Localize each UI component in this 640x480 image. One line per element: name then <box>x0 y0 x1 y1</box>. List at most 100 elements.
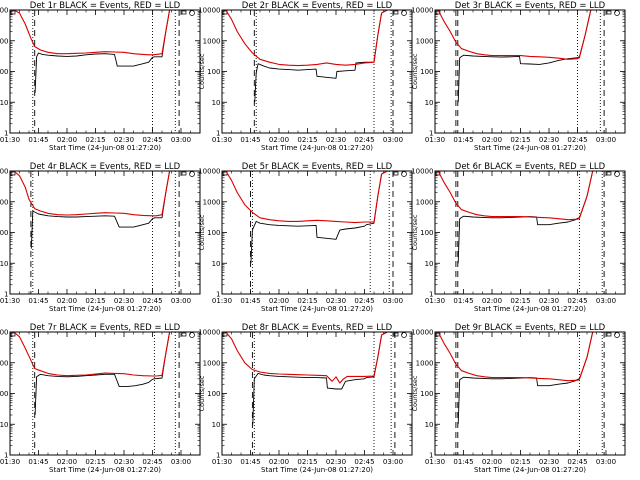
y-tick-label: 1000 <box>203 37 221 45</box>
x-tick-label: 02:45 <box>567 136 587 144</box>
chart-panel-5: Det 5r BLACK = Events, RED = LLD 1 10 100 10… <box>198 162 413 313</box>
y-tick-label: 1 <box>216 291 220 299</box>
x-tick-label: 01:45 <box>28 136 48 144</box>
x-tick-label: 02:30 <box>114 136 134 144</box>
x-axis-label: Start Time (24-Jun-08 01:27:20) <box>261 144 373 152</box>
x-tick-label: 02:00 <box>269 297 289 305</box>
corner-flag-icon <box>606 171 612 176</box>
events-series-line <box>254 10 388 103</box>
y-tick-label: 10000 <box>411 7 433 15</box>
y-tick-label: 100 <box>207 68 220 76</box>
corner-flag-icon <box>181 332 187 337</box>
y-tick-label: 10000 <box>0 168 9 176</box>
x-tick-label: 02:00 <box>269 458 289 466</box>
x-tick-label: 01:30 <box>0 458 20 466</box>
y-tick-label: 10000 <box>198 168 220 176</box>
x-axis-label: Start Time (24-Jun-08 01:27:20) <box>261 305 373 313</box>
y-tick-label: 100 <box>207 390 220 398</box>
x-tick-label: 02:00 <box>57 458 77 466</box>
x-tick-label: 02:15 <box>297 458 317 466</box>
x-tick-label: 02:15 <box>297 136 317 144</box>
x-tick-label: 03:00 <box>596 297 616 305</box>
lld-series-line <box>11 10 174 56</box>
chart-panel-8: Det 8r BLACK = Events, RED = LLD 1 10 100 10… <box>198 323 413 474</box>
y-tick-label: 100 <box>0 229 9 237</box>
x-tick-label: 02:15 <box>510 458 530 466</box>
panel-title: Det 9r BLACK = Events, RED = LLD <box>455 323 606 333</box>
y-tick-label: 1 <box>429 291 433 299</box>
y-axis-label: Counts/sec <box>198 214 206 250</box>
x-axis-label: Start Time (24-Jun-08 01:27:20) <box>49 305 161 313</box>
plot-frame <box>9 9 201 134</box>
y-tick-label: 1 <box>216 130 220 138</box>
corner-circle-icon <box>189 332 195 338</box>
x-tick-label: 02:30 <box>326 136 346 144</box>
x-tick-label: 02:45 <box>354 458 374 466</box>
x-tick-label: 01:45 <box>453 136 473 144</box>
y-tick-label: 1000 <box>203 359 221 367</box>
panel-title: Det 2r BLACK = Events, RED = LLD <box>242 1 393 11</box>
y-tick-label: 10 <box>425 421 434 429</box>
plot-frame <box>221 331 413 456</box>
corner-circle-icon <box>401 332 407 338</box>
y-tick-label: 1 <box>429 130 433 138</box>
x-tick-label: 03:00 <box>383 297 403 305</box>
lld-series-line <box>223 10 388 67</box>
x-tick-label: 02:30 <box>539 458 559 466</box>
x-tick-label: 02:30 <box>114 458 134 466</box>
x-tick-label: 01:30 <box>0 136 20 144</box>
corner-flag-icon <box>393 10 399 15</box>
corner-flag-icon <box>393 171 399 176</box>
y-tick-label: 100 <box>0 68 9 76</box>
x-tick-label: 03:00 <box>383 136 403 144</box>
x-axis-label: Start Time (24-Jun-08 01:27:20) <box>49 144 161 152</box>
y-tick-label: 100 <box>420 68 433 76</box>
x-tick-label: 03:00 <box>596 136 616 144</box>
y-axis-label: Counts/sec <box>411 214 419 250</box>
corner-circle-icon <box>401 10 407 16</box>
chart-panel-7: Det 7r BLACK = Events, RED = LLD 1 10 100 10… <box>0 323 201 474</box>
y-tick-label: 1 <box>4 452 8 460</box>
y-tick-label: 1000 <box>0 359 9 367</box>
x-tick-label: 01:30 <box>212 297 232 305</box>
x-axis-label: Start Time (24-Jun-08 01:27:20) <box>474 305 586 313</box>
corner-circle-icon <box>614 171 620 177</box>
x-tick-label: 01:45 <box>28 458 48 466</box>
lld-series-line <box>11 332 174 377</box>
y-tick-label: 10 <box>0 99 9 107</box>
y-tick-label: 10 <box>0 260 9 268</box>
y-tick-label: 10000 <box>0 329 9 337</box>
y-tick-label: 10 <box>0 421 9 429</box>
x-tick-label: 02:00 <box>57 136 77 144</box>
x-tick-label: 02:30 <box>326 297 346 305</box>
x-tick-label: 02:00 <box>482 297 502 305</box>
x-tick-label: 02:00 <box>482 136 502 144</box>
x-tick-label: 02:15 <box>85 136 105 144</box>
x-tick-label: 02:45 <box>567 297 587 305</box>
y-axis-label: Counts/sec <box>198 375 206 411</box>
x-tick-label: 02:15 <box>510 136 530 144</box>
corner-flag-icon <box>606 332 612 337</box>
corner-circle-icon <box>189 171 195 177</box>
x-tick-label: 01:30 <box>212 136 232 144</box>
y-tick-label: 10 <box>212 260 221 268</box>
x-tick-label: 02:45 <box>354 297 374 305</box>
y-tick-label: 1000 <box>203 198 221 206</box>
x-tick-label: 01:30 <box>425 297 445 305</box>
corner-flag-icon <box>181 171 187 176</box>
events-series-line <box>34 10 174 94</box>
y-tick-label: 100 <box>420 229 433 237</box>
x-tick-label: 02:15 <box>85 297 105 305</box>
y-tick-label: 1 <box>429 452 433 460</box>
y-tick-label: 10000 <box>411 168 433 176</box>
x-tick-label: 02:45 <box>567 458 587 466</box>
y-tick-label: 1 <box>4 291 8 299</box>
x-tick-label: 01:30 <box>425 136 445 144</box>
y-tick-label: 1000 <box>416 198 434 206</box>
x-tick-label: 02:00 <box>269 136 289 144</box>
corner-flag-icon <box>435 171 441 176</box>
x-tick-label: 02:30 <box>539 297 559 305</box>
plot-frame <box>434 9 626 134</box>
corner-flag-icon <box>606 10 612 15</box>
plot-frame <box>9 331 201 456</box>
